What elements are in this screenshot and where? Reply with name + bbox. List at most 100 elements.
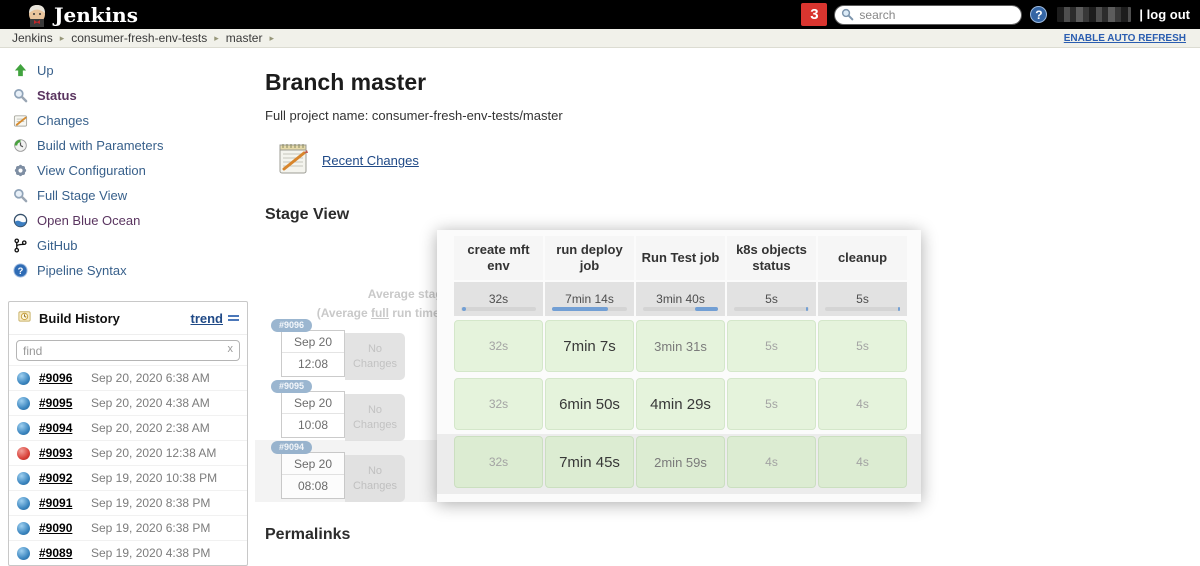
sidebar-item-open-blue-ocean[interactable]: Open Blue Ocean xyxy=(10,208,250,233)
stage-cell[interactable]: 32s xyxy=(454,318,543,374)
stage-average-cell: 5s xyxy=(727,282,816,316)
sidebar-item-up[interactable]: Up xyxy=(10,58,250,83)
stage-cell[interactable]: 2min 59s xyxy=(636,434,725,490)
sidebar-item-full-stage-view[interactable]: Full Stage View xyxy=(10,183,250,208)
enable-auto-refresh-link[interactable]: ENABLE AUTO REFRESH xyxy=(1063,32,1186,44)
build-status-ball[interactable] xyxy=(17,446,30,460)
build-status-ball[interactable] xyxy=(17,496,30,510)
stage-duration[interactable]: 2min 59s xyxy=(636,436,725,488)
breadcrumb-separator-icon[interactable]: ▸ xyxy=(59,32,65,43)
build-badge[interactable]: #9095 xyxy=(271,380,313,393)
build-number-link[interactable]: #9096 xyxy=(39,371,73,385)
build-number-link[interactable]: #9091 xyxy=(39,496,73,510)
build-status-ball[interactable] xyxy=(17,421,30,435)
stage-duration[interactable]: 32s xyxy=(454,378,543,430)
stage-cell[interactable]: 4s xyxy=(727,434,816,490)
stage-duration[interactable]: 3min 31s xyxy=(636,320,725,372)
stage-build-row: #9095 Sep 20 10:08 No Changes xyxy=(265,380,441,441)
logout-link[interactable]: | log out xyxy=(1139,7,1190,22)
stage-cell[interactable]: 32s xyxy=(454,434,543,490)
stage-duration[interactable]: 32s xyxy=(454,436,543,488)
build-status-ball[interactable] xyxy=(17,371,30,385)
build-status-ball[interactable] xyxy=(17,521,30,535)
stage-cell[interactable]: 32s xyxy=(454,376,543,432)
build-number-link[interactable]: #9089 xyxy=(39,546,73,560)
stage-build-row: #9094 Sep 20 08:08 No Changes xyxy=(265,441,441,502)
stage-duration[interactable]: 5s xyxy=(818,320,907,372)
trend-link[interactable]: trend xyxy=(190,310,224,326)
build-badge[interactable]: #9094 xyxy=(271,441,313,454)
stage-cell[interactable]: 4s xyxy=(818,434,907,490)
build-history-row[interactable]: #9090 Sep 19, 2020 6:38 PM xyxy=(9,515,247,540)
stage-cell[interactable]: 4s xyxy=(818,376,907,432)
stage-cell[interactable]: 7min 7s xyxy=(545,318,634,374)
search-help-icon[interactable]: ? xyxy=(1030,6,1048,23)
stage-duration[interactable]: 6min 50s xyxy=(545,378,634,430)
stage-cell[interactable]: 3min 31s xyxy=(636,318,725,374)
build-status-ball[interactable] xyxy=(17,546,30,560)
breadcrumb-item-jenkins[interactable]: Jenkins xyxy=(12,31,53,45)
build-status-ball[interactable] xyxy=(17,471,30,485)
stage-cell[interactable]: 5s xyxy=(727,318,816,374)
build-history-row[interactable]: #9089 Sep 19, 2020 4:38 PM xyxy=(9,540,247,565)
build-badge[interactable]: #9096 xyxy=(271,319,313,332)
recent-changes-notepad-icon xyxy=(277,140,309,181)
build-datetime-box[interactable]: Sep 20 08:08 xyxy=(281,452,345,499)
stage-duration[interactable]: 5s xyxy=(727,378,816,430)
build-number-link[interactable]: #9092 xyxy=(39,471,73,485)
stage-cell[interactable]: 5s xyxy=(818,318,907,374)
build-history-row[interactable]: #9092 Sep 19, 2020 10:38 PM xyxy=(9,465,247,490)
find-input[interactable] xyxy=(16,340,240,361)
stage-duration[interactable]: 32s xyxy=(454,320,543,372)
build-number-link[interactable]: #9095 xyxy=(39,396,73,410)
build-number-link[interactable]: #9093 xyxy=(39,446,73,460)
sidebar-item-changes[interactable]: Changes xyxy=(10,108,250,133)
full-project-name: Full project name: consumer-fresh-env-te… xyxy=(265,108,563,123)
build-number-link[interactable]: #9090 xyxy=(39,521,73,535)
sidebar-item-view-configuration[interactable]: View Configuration xyxy=(10,158,250,183)
stage-average-cell: 3min 40s xyxy=(636,282,725,316)
stage-cell[interactable]: 7min 45s xyxy=(545,434,634,490)
sidebar-item-build-with-parameters[interactable]: Build with Parameters xyxy=(10,133,250,158)
sidebar-item-pipeline-syntax[interactable]: ? Pipeline Syntax xyxy=(10,258,250,283)
build-date: Sep 20, 2020 4:38 AM xyxy=(91,396,210,410)
build-datetime-box[interactable]: Sep 20 12:08 xyxy=(281,330,345,377)
sidebar-item-status[interactable]: Status xyxy=(10,83,250,108)
notification-count-badge[interactable]: 3 xyxy=(801,3,828,26)
jenkins-butler-logo[interactable] xyxy=(26,3,48,27)
stage-cell[interactable]: 6min 50s xyxy=(545,376,634,432)
stage-duration[interactable]: 7min 7s xyxy=(545,320,634,372)
clear-find-icon[interactable]: x xyxy=(227,343,234,355)
build-history-row[interactable]: #9094 Sep 20, 2020 2:38 AM xyxy=(9,415,247,440)
stage-duration[interactable]: 7min 45s xyxy=(545,436,634,488)
username-redacted[interactable] xyxy=(1057,7,1132,22)
build-history-row[interactable]: #9091 Sep 19, 2020 8:38 PM xyxy=(9,490,247,515)
stage-duration[interactable]: 4s xyxy=(727,436,816,488)
sidebar-item-github[interactable]: GitHub xyxy=(10,233,250,258)
breadcrumb-separator-icon[interactable]: ▸ xyxy=(269,32,275,43)
stage-average-cell: 32s xyxy=(454,282,543,316)
sidebar-item-label: Full Stage View xyxy=(37,188,128,203)
stage-cell[interactable]: 5s xyxy=(727,376,816,432)
stage-duration[interactable]: 4min 29s xyxy=(636,378,725,430)
stage-duration[interactable]: 5s xyxy=(727,320,816,372)
search-input[interactable] xyxy=(857,6,1008,23)
stage-duration[interactable]: 4s xyxy=(818,378,907,430)
recent-changes-link[interactable]: Recent Changes xyxy=(322,153,419,168)
build-history-row[interactable]: #9096 Sep 20, 2020 6:38 AM xyxy=(9,365,247,390)
app-title[interactable]: Jenkins xyxy=(54,2,138,27)
build-history-row[interactable]: #9093 Sep 20, 2020 12:38 AM xyxy=(9,440,247,465)
breadcrumb-item-branch[interactable]: master xyxy=(225,31,263,45)
build-datetime-box[interactable]: Sep 20 10:08 xyxy=(281,391,345,438)
build-status-ball[interactable] xyxy=(17,396,30,410)
build-history-row[interactable]: #9095 Sep 20, 2020 4:38 AM xyxy=(9,390,247,415)
build-number-link[interactable]: #9094 xyxy=(39,421,73,435)
stage-duration[interactable]: 4s xyxy=(818,436,907,488)
breadcrumb-item-project[interactable]: consumer-fresh-env-tests xyxy=(71,31,208,45)
breadcrumb: Jenkins ▸ consumer-fresh-env-tests ▸ mas… xyxy=(0,29,1200,48)
trend-bars-icon[interactable] xyxy=(228,313,239,323)
stage-cell[interactable]: 4min 29s xyxy=(636,376,725,432)
no-changes-line2: Changes xyxy=(352,479,398,492)
breadcrumb-separator-icon[interactable]: ▸ xyxy=(214,32,219,43)
search-box[interactable] xyxy=(834,4,1023,25)
